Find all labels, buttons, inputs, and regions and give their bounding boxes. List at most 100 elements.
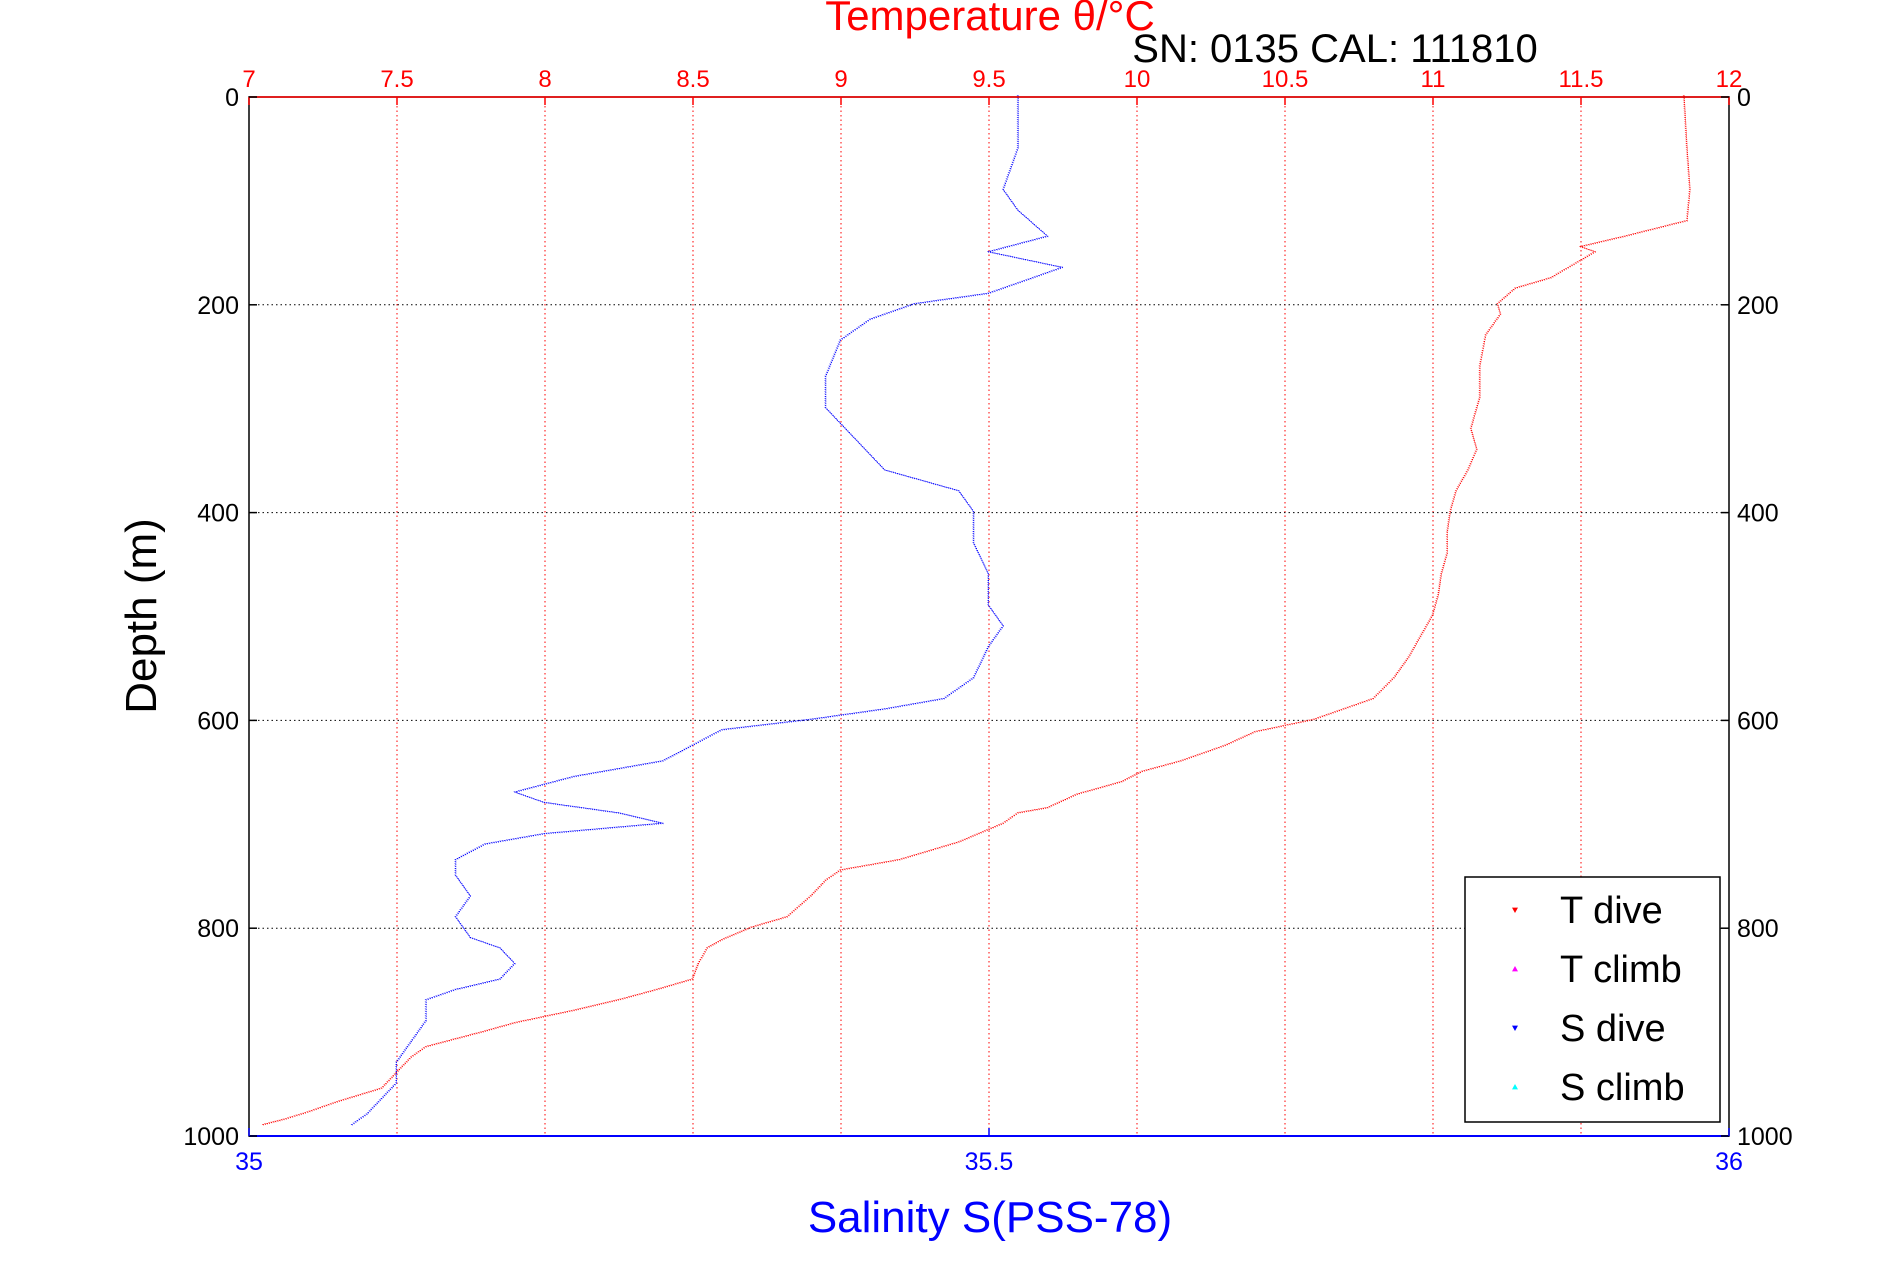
data-point	[973, 544, 976, 546]
data-point	[856, 441, 859, 444]
data-point	[627, 814, 630, 817]
data-point	[1381, 688, 1384, 691]
data-point	[1649, 229, 1652, 231]
data-point	[395, 1068, 398, 1071]
data-point	[1303, 720, 1306, 723]
data-point	[1155, 766, 1158, 769]
data-point	[612, 811, 615, 814]
data-point	[1019, 258, 1022, 260]
data-point	[1586, 255, 1589, 258]
data-point	[513, 791, 516, 794]
data-point	[392, 1085, 395, 1088]
data-point	[1456, 486, 1459, 489]
data-point	[621, 998, 624, 1000]
data-point	[672, 984, 675, 986]
data-point	[1438, 581, 1441, 584]
data-point	[374, 1104, 377, 1106]
data-point	[965, 838, 968, 840]
data-point	[1006, 195, 1009, 198]
data-point	[833, 353, 836, 356]
data-point	[844, 713, 847, 716]
data-point	[470, 850, 473, 853]
data-point	[498, 978, 501, 981]
data-point	[1009, 166, 1012, 168]
data-point	[1038, 228, 1041, 231]
data-point	[390, 1087, 393, 1089]
data-point	[1684, 119, 1687, 121]
legend-label: T dive	[1560, 890, 1663, 932]
data-point	[325, 1104, 328, 1107]
data-point	[612, 1000, 615, 1002]
data-point	[475, 847, 478, 850]
data-point	[1028, 219, 1031, 222]
top-axis-tick-label: 8	[538, 66, 551, 93]
data-point	[1016, 123, 1019, 126]
data-point	[530, 787, 533, 789]
data-point	[999, 288, 1002, 291]
data-point	[1610, 238, 1613, 241]
data-point	[409, 1056, 412, 1059]
data-point	[833, 715, 836, 718]
data-point	[598, 1003, 601, 1006]
data-point	[614, 999, 617, 1002]
data-point	[572, 1009, 575, 1012]
data-point	[692, 974, 695, 977]
data-point	[657, 761, 660, 763]
data-point	[978, 663, 981, 666]
data-point	[766, 723, 769, 726]
data-point	[390, 1076, 393, 1079]
data-point	[824, 404, 827, 407]
data-point	[1433, 606, 1436, 609]
data-point	[460, 1036, 463, 1039]
data-point	[926, 301, 929, 304]
data-point	[1270, 727, 1273, 730]
data-point	[973, 294, 976, 297]
data-point	[919, 302, 922, 304]
data-point	[1003, 190, 1006, 193]
data-point	[479, 983, 482, 985]
data-point	[789, 721, 792, 723]
data-point	[1266, 728, 1269, 731]
data-point	[824, 375, 827, 378]
data-point	[1471, 421, 1474, 424]
data-point	[1124, 779, 1127, 781]
data-point	[614, 812, 617, 814]
data-point	[1651, 228, 1654, 231]
data-point	[1687, 197, 1690, 200]
data-point	[657, 988, 660, 990]
data-point	[1644, 230, 1647, 232]
data-point	[989, 827, 992, 830]
data-point	[1466, 469, 1469, 472]
data-point	[356, 1120, 359, 1122]
data-point	[479, 940, 482, 943]
data-point	[511, 964, 514, 967]
data-point	[559, 779, 562, 781]
data-point	[733, 727, 736, 730]
data-point	[1050, 270, 1053, 273]
data-point	[710, 734, 713, 737]
data-point	[798, 720, 801, 722]
data-point	[850, 331, 853, 334]
data-point	[857, 712, 860, 714]
data-point	[1496, 305, 1499, 307]
data-point	[1016, 143, 1019, 145]
data-point	[1016, 121, 1019, 124]
data-point	[1352, 704, 1355, 707]
data-point	[581, 774, 584, 777]
data-point	[406, 1046, 409, 1048]
data-point	[556, 831, 559, 834]
data-point	[936, 299, 939, 302]
data-point	[1331, 712, 1334, 714]
data-point	[424, 1020, 427, 1022]
data-point	[944, 696, 947, 699]
data-point	[532, 786, 535, 789]
data-point	[329, 1103, 332, 1106]
data-point	[779, 722, 782, 724]
data-point	[738, 931, 741, 934]
data-point	[730, 934, 733, 937]
data-point	[1140, 770, 1143, 773]
data-point	[399, 1067, 402, 1070]
data-point	[832, 355, 835, 358]
data-point	[628, 766, 631, 768]
data-point	[722, 728, 725, 731]
